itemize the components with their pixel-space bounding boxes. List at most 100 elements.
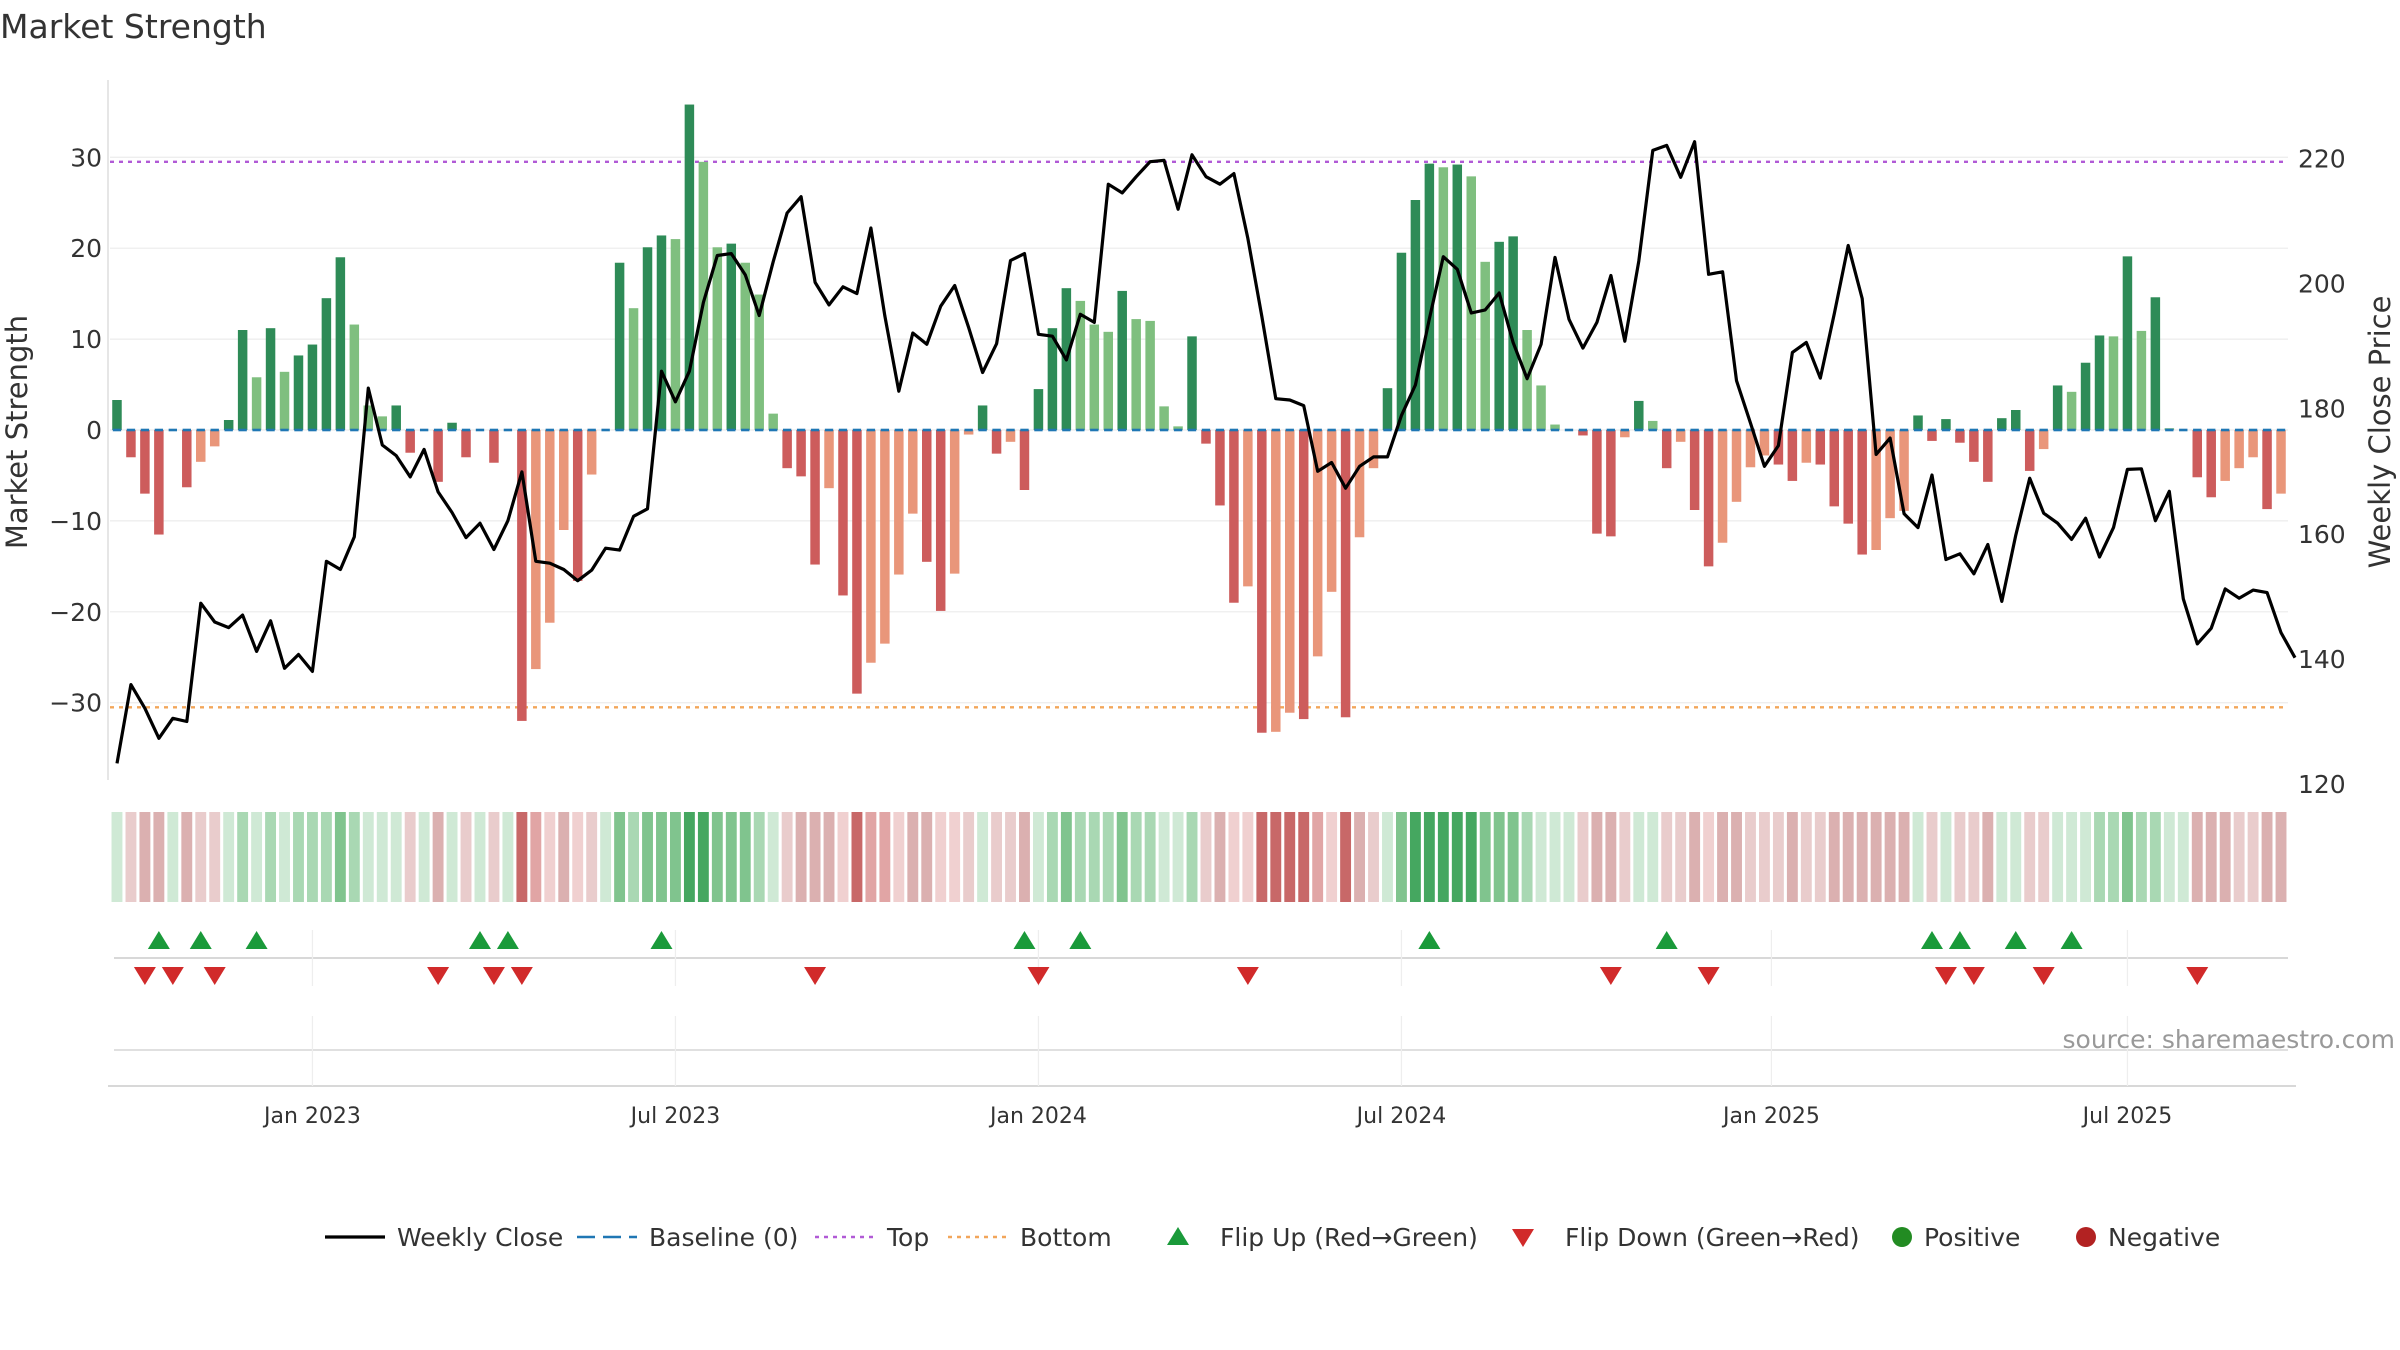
strip-cell-42 — [697, 812, 709, 902]
strength-bar-5 — [182, 430, 192, 488]
strength-bar-82 — [1257, 430, 1267, 733]
strength-bar-15 — [321, 298, 332, 430]
left-tick-label-2: 10 — [70, 325, 102, 354]
strength-bar-153 — [2248, 430, 2258, 458]
strength-bar-16 — [335, 257, 346, 430]
strength-bar-91 — [1382, 388, 1393, 430]
flip-down-marker-4 — [482, 967, 505, 985]
left-y-axis-label: Market Strength — [0, 315, 34, 549]
strip-cell-152 — [2233, 812, 2245, 902]
strip-cell-87 — [1326, 812, 1338, 902]
flip-up-marker-4 — [496, 931, 519, 949]
strength-bar-0 — [112, 400, 122, 430]
legend-label-top: Top — [886, 1223, 929, 1252]
strip-cell-148 — [2177, 812, 2189, 902]
strength-bar-127 — [1885, 430, 1895, 519]
strip-cell-149 — [2191, 812, 2203, 902]
strip-cell-128 — [1898, 812, 1910, 902]
strip-cell-113 — [1689, 812, 1701, 902]
strip-cell-75 — [1158, 812, 1170, 902]
strip-cell-30 — [530, 812, 542, 902]
strength-bar-11 — [265, 328, 276, 430]
right-tick-label-1: 200 — [2298, 270, 2346, 299]
strip-cell-55 — [879, 812, 891, 902]
strength-bar-150 — [2206, 430, 2216, 498]
strength-bar-105 — [1578, 430, 1588, 436]
left-tick-label-0: 30 — [70, 143, 102, 172]
strength-bar-117 — [1745, 430, 1756, 468]
strength-bar-65 — [1019, 430, 1030, 490]
x-tick-label-4: Jan 2025 — [1721, 1104, 1820, 1129]
strip-cell-70 — [1088, 812, 1100, 902]
strip-cell-0 — [111, 812, 123, 902]
strip-cell-82 — [1256, 812, 1268, 902]
strip-cell-103 — [1549, 812, 1561, 902]
legend-flip-down-icon — [1512, 1229, 1534, 1247]
strip-cell-47 — [767, 812, 779, 902]
strength-bar-60 — [949, 430, 960, 574]
flip-down-marker-10 — [1697, 967, 1720, 985]
strength-bar-31 — [545, 430, 555, 623]
strength-bar-62 — [977, 405, 988, 430]
strip-cell-99 — [1493, 812, 1505, 902]
strip-cell-125 — [1856, 812, 1868, 902]
strength-bar-1 — [126, 430, 136, 458]
flip-up-marker-12 — [2004, 931, 2027, 949]
legend-item-flip_down: Flip Down (Green→Red) — [1512, 1223, 1860, 1252]
strength-bar-7 — [209, 430, 220, 447]
strength-bar-86 — [1312, 430, 1323, 657]
strength-bar-9 — [237, 330, 248, 430]
strip-cell-10 — [251, 812, 263, 902]
flip-up-marker-10 — [1920, 931, 1943, 949]
strength-heat-strip — [111, 812, 2287, 902]
strength-bar-125 — [1857, 430, 1867, 555]
strip-cell-28 — [502, 812, 514, 902]
strength-bar-48 — [782, 430, 792, 469]
flip-up-marker-13 — [2060, 931, 2083, 949]
legend-flip-up-icon — [1167, 1227, 1189, 1245]
strip-cell-16 — [334, 812, 346, 902]
strip-cell-97 — [1465, 812, 1477, 902]
strip-cell-98 — [1479, 812, 1491, 902]
strength-bar-12 — [279, 371, 290, 430]
strip-cell-24 — [446, 812, 458, 902]
strip-cell-66 — [1032, 812, 1044, 902]
strip-cell-131 — [1940, 812, 1952, 902]
strip-cell-124 — [1842, 812, 1854, 902]
legend-label-close: Weekly Close — [397, 1223, 563, 1252]
source-credit: source: sharemaestro.com — [2063, 1025, 2396, 1054]
flip-markers-panel — [114, 930, 2288, 986]
strip-cell-102 — [1535, 812, 1547, 902]
legend: Weekly Close Baseline (0) Top Bottom Flip Up… — [325, 1223, 2220, 1252]
strip-cell-4 — [167, 812, 179, 902]
legend-label-bottom: Bottom — [1020, 1223, 1112, 1252]
strip-cell-31 — [544, 812, 556, 902]
strip-cell-86 — [1312, 812, 1324, 902]
strip-cell-60 — [949, 812, 961, 902]
legend-item-close: Weekly Close — [325, 1223, 563, 1252]
flip-up-marker-8 — [1418, 931, 1441, 949]
strength-bar-103 — [1550, 424, 1560, 430]
strength-bar-59 — [935, 430, 946, 611]
strength-bar-85 — [1298, 430, 1309, 720]
strip-cell-141 — [2080, 812, 2092, 902]
strength-bar-24 — [447, 422, 457, 430]
strength-bar-25 — [461, 430, 471, 458]
strip-cell-133 — [1968, 812, 1980, 902]
strip-cell-2 — [139, 812, 151, 902]
strength-bar-143 — [2108, 336, 2119, 430]
flip-down-marker-2 — [203, 967, 226, 985]
left-tick-label-6: −30 — [49, 689, 102, 718]
strip-cell-18 — [362, 812, 374, 902]
strength-bar-44 — [726, 243, 737, 430]
strength-bar-118 — [1759, 430, 1770, 456]
strength-bar-83 — [1271, 430, 1281, 732]
strip-cell-46 — [753, 812, 765, 902]
strength-bar-17 — [349, 324, 360, 430]
strip-cell-65 — [1019, 812, 1030, 902]
strip-cell-90 — [1368, 812, 1379, 902]
strip-cell-44 — [725, 812, 737, 902]
strip-cell-25 — [460, 812, 472, 902]
strip-cell-74 — [1144, 812, 1156, 902]
